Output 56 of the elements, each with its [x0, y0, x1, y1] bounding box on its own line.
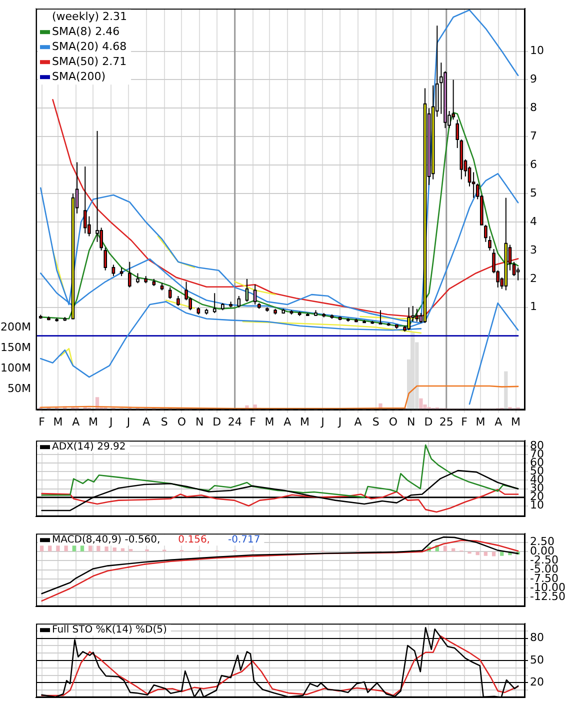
x-tick-label: O: [388, 415, 398, 428]
y2-tick-label: 150M: [0, 341, 31, 354]
x-tick-label: J: [320, 415, 324, 428]
y-tick-label: 7: [530, 130, 537, 142]
chart-title: (weekly) 2.31: [52, 10, 128, 23]
y-tick-label: 10: [530, 44, 544, 58]
legend-label: Full STO %K(14) %D(5): [52, 624, 168, 636]
y-tick-label: 4: [530, 214, 537, 228]
y-tick-label: 6: [530, 158, 537, 171]
series-label: -0.717: [228, 534, 260, 546]
x-tick-label: M: [88, 415, 98, 428]
x-tick-label: J: [108, 415, 113, 428]
x-tick-label: M: [264, 415, 274, 428]
y-tick-label: 20: [530, 676, 544, 688]
legend-label: SMA(20) 4.68: [52, 40, 127, 53]
y2-tick-label: 50M: [8, 382, 31, 396]
legend-label: ADX(14) 29.92: [52, 442, 126, 453]
x-tick-label: N: [407, 415, 416, 428]
y-tick-label: 9: [530, 72, 537, 86]
x-tick-label: A: [72, 415, 80, 428]
x-tick-label: D: [212, 415, 222, 428]
y-tick-label: 80: [530, 631, 544, 644]
x-tick-label: M: [511, 415, 520, 428]
x-tick-label: D: [424, 415, 433, 428]
x-tick-label: S: [160, 415, 168, 428]
y-tick-label: 50: [530, 653, 544, 666]
y-tick-label: -12.50: [530, 590, 566, 604]
x-tick-label: A: [354, 415, 362, 428]
x-tick-label: O: [177, 415, 186, 428]
x-tick-label: A: [494, 415, 503, 428]
x-tick-label: 25: [439, 415, 454, 428]
y-tick-label: 5: [530, 186, 537, 200]
x-tick-label: A: [284, 415, 292, 428]
y2-tick-label: 100M: [0, 362, 31, 375]
y2-tick-label: 200M: [0, 320, 31, 334]
x-tick-label: F: [250, 415, 256, 428]
x-tick-label: F: [38, 415, 45, 428]
x-tick-label: M: [476, 415, 486, 428]
x-tick-label: J: [126, 415, 130, 428]
y-tick-label: 3: [530, 243, 537, 256]
x-tick-label: A: [142, 415, 151, 428]
x-tick-label: 24: [228, 415, 242, 428]
x-tick-label: N: [195, 415, 204, 428]
y-tick-label: 2: [530, 272, 537, 285]
y-tick-label: 1: [530, 300, 537, 314]
x-tick-label: J: [337, 415, 342, 428]
series-label: 0.156,: [178, 534, 210, 546]
legend-label: SMA(200): [52, 70, 106, 83]
x-tick-label: M: [53, 415, 63, 428]
legend-label: MACD(8,40,9) -0.560,: [52, 534, 160, 546]
y-tick-label: 8: [530, 101, 537, 114]
legend-label: SMA(8) 2.46: [52, 24, 120, 38]
x-tick-label: S: [372, 415, 380, 428]
x-tick-label: F: [461, 415, 468, 428]
legend-label: SMA(50) 2.71: [52, 54, 127, 68]
x-tick-label: M: [300, 415, 310, 428]
